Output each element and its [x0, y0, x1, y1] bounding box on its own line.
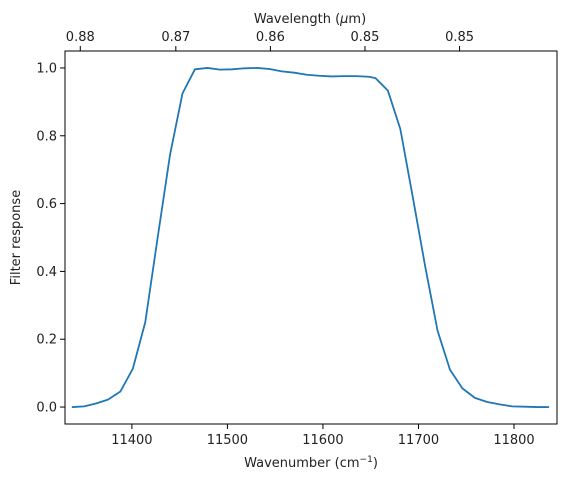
top-tick-label: 0.86 [256, 30, 285, 45]
x-tick-label: 11800 [493, 433, 534, 448]
x-tick-label: 11500 [207, 433, 248, 448]
top-tick-label: 0.85 [351, 30, 380, 45]
y-tick-label: 0.8 [36, 129, 57, 144]
top-axis-ticks: 0.88 0.87 0.86 0.85 0.85 [66, 30, 474, 51]
x-tick-label: 11400 [111, 433, 152, 448]
top-tick-label: 0.85 [445, 30, 474, 45]
x-tick-label: 11700 [398, 433, 439, 448]
top-tick-label: 0.87 [161, 30, 190, 45]
y-tick-label: 0.6 [36, 197, 57, 212]
plot-frame [64, 50, 558, 425]
top-axis-title: Wavelength (μm) [254, 12, 366, 27]
y-tick-label: 1.0 [36, 61, 57, 76]
series-line [71, 67, 550, 408]
y-tick-label: 0.2 [36, 333, 57, 348]
y-axis-ticks: 0.0 0.2 0.4 0.6 0.8 1.0 [36, 61, 65, 416]
y-tick-label: 0.4 [36, 265, 57, 280]
x-axis-ticks: 11400 11500 11600 11700 11800 [111, 424, 535, 448]
x-tick-label: 11600 [302, 433, 343, 448]
y-axis-title: Filter response [9, 190, 24, 285]
x-axis-title: Wavenumber (cm−1) [244, 455, 378, 471]
y-tick-label: 0.0 [36, 401, 57, 416]
top-tick-label: 0.88 [66, 30, 95, 45]
